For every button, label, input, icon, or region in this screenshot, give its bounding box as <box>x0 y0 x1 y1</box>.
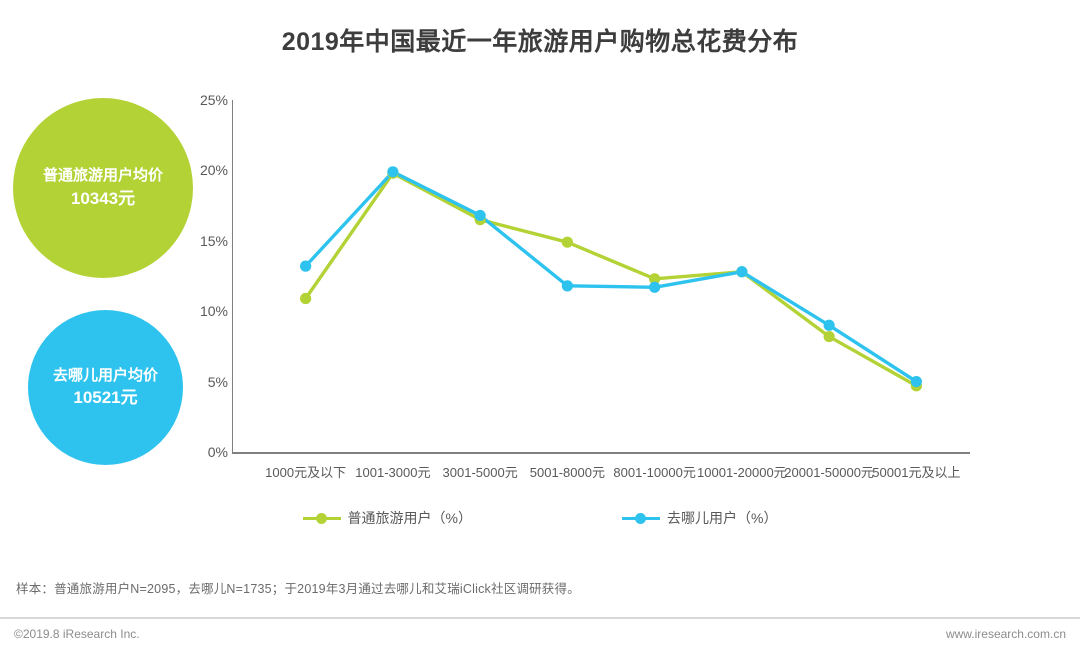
x-axis-tick-label: 20001-50000元 <box>784 465 874 480</box>
footnote: 样本：普通旅游用户N=2095，去哪儿N=1735；于2019年3月通过去哪儿和… <box>16 582 580 596</box>
page-title: 2019年中国最近一年旅游用户购物总花费分布 <box>281 28 799 56</box>
data-point <box>649 273 661 285</box>
data-point <box>823 319 835 331</box>
data-point <box>736 266 748 278</box>
legend-label: 普通旅游用户（%） <box>347 510 472 526</box>
legend-marker-icon <box>622 512 660 524</box>
data-point <box>561 236 573 248</box>
x-axis-tick-label: 50001元及以上 <box>872 465 961 480</box>
bubble-label: 普通旅游用户均价 <box>42 167 163 184</box>
bubble-ordinary-user-avg: 普通旅游用户均价 10343元 <box>13 98 193 278</box>
data-point <box>387 166 399 178</box>
chart-canvas <box>232 100 970 454</box>
x-axis-labels: 1000元及以下 1001-3000元 3001-5000元 5001-8000元 80… <box>232 462 970 484</box>
x-axis-tick-label: 3001-5000元 <box>442 465 518 480</box>
data-point <box>300 260 312 272</box>
line-chart-plot-area: 0% 5% 10% 15% 20% 25% <box>200 92 970 460</box>
x-axis-tick-label: 8001-10000元 <box>613 465 696 480</box>
y-axis-tick-label: 5% <box>207 373 228 390</box>
y-axis-tick-label: 15% <box>199 232 228 249</box>
bubble-value: 10521元 <box>73 388 138 408</box>
x-axis-tick-label: 5001-8000元 <box>529 465 605 480</box>
legend-label: 去哪儿用户（%） <box>667 510 778 526</box>
bubble-label: 去哪儿用户均价 <box>52 366 158 384</box>
y-axis-tick-label: 20% <box>199 162 228 179</box>
x-axis-tick-label: 1001-3000元 <box>355 465 431 480</box>
data-point <box>300 292 312 305</box>
legend-item[interactable]: 普通旅游用户（%） <box>302 508 472 528</box>
y-axis-tick-label: 0% <box>207 444 228 460</box>
legend-item[interactable]: 去哪儿用户（%） <box>622 508 777 528</box>
footer-copyright: ©2019.8 iResearch Inc. <box>14 627 140 641</box>
y-axis-tick-label: 25% <box>199 92 228 108</box>
data-point <box>474 209 486 222</box>
bubble-value: 10343元 <box>70 188 136 208</box>
x-axis-tick-label: 10001-20000元 <box>697 465 787 480</box>
y-axis-tick-label: 10% <box>199 303 228 320</box>
data-point <box>823 330 835 343</box>
data-point <box>910 376 922 388</box>
chart-legend: 普通旅游用户（%） 去哪儿用户（%） <box>0 508 1080 528</box>
x-axis-tick-label: 1000元及以下 <box>265 465 347 480</box>
legend-marker-icon <box>302 512 341 524</box>
data-point <box>649 281 661 293</box>
bubble-qunar-user-avg: 去哪儿用户均价 10521元 <box>28 310 183 465</box>
footer-divider <box>0 617 1080 619</box>
data-point <box>561 280 573 292</box>
footer-website: www.iresearch.com.cn <box>945 627 1066 641</box>
